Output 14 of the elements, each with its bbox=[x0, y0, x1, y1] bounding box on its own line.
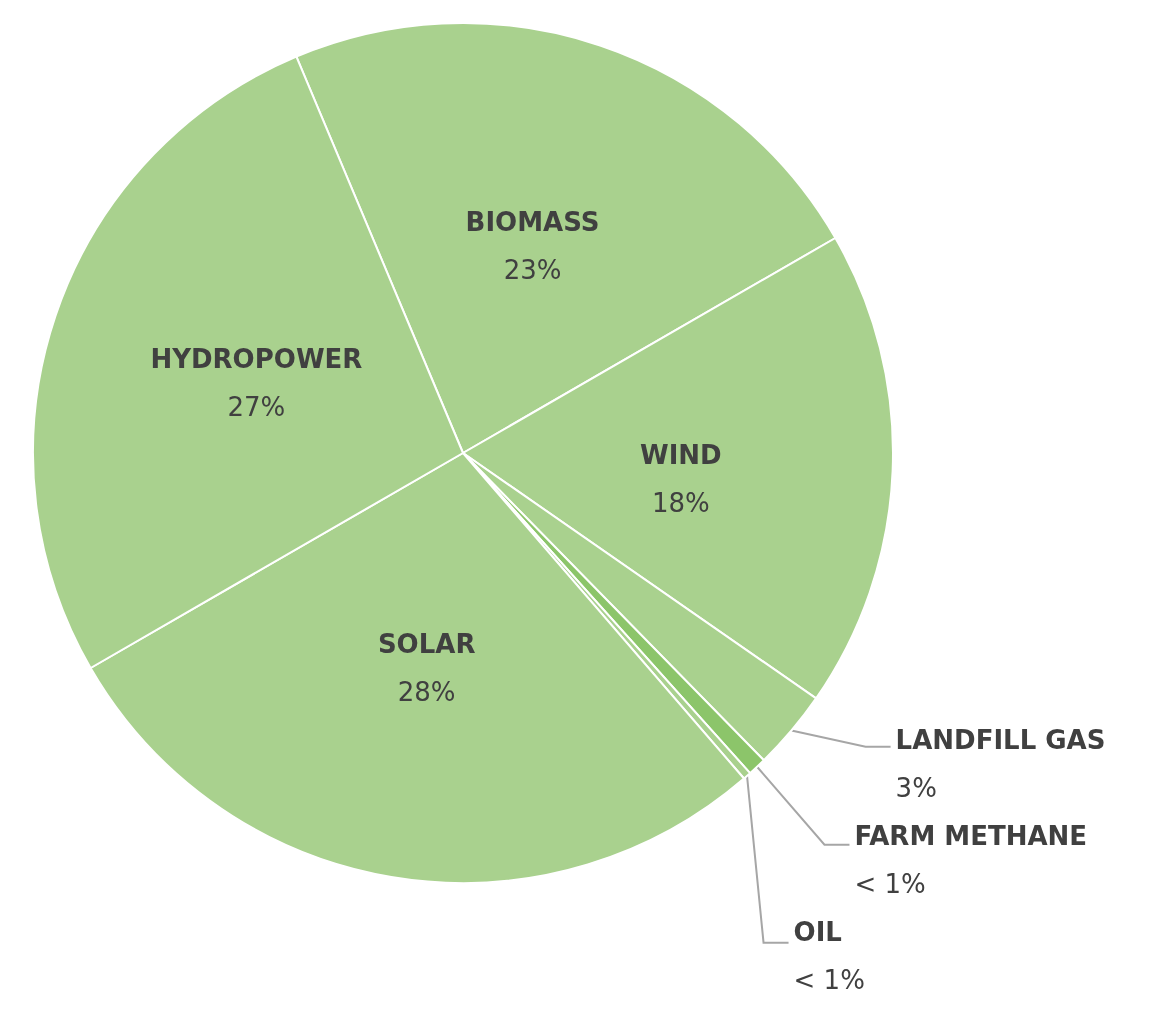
slice-label: BIOMASS bbox=[465, 207, 600, 238]
slice-label: HYDROPOWER bbox=[150, 344, 363, 375]
data-label: < 1% bbox=[793, 964, 865, 995]
slice-label: FARM METHANE bbox=[854, 820, 1088, 851]
data-label: < 1% bbox=[854, 868, 926, 899]
slice-label: OIL bbox=[793, 916, 842, 947]
data-label: 28% bbox=[397, 676, 456, 707]
slice-label: SOLAR bbox=[377, 628, 476, 659]
data-label: 23% bbox=[503, 255, 562, 286]
slice-label: LANDFILL GAS bbox=[895, 724, 1106, 755]
data-label: 27% bbox=[227, 392, 286, 423]
slice-label: WIND bbox=[639, 440, 722, 471]
data-label: 3% bbox=[895, 772, 937, 803]
data-label: 18% bbox=[651, 488, 710, 519]
